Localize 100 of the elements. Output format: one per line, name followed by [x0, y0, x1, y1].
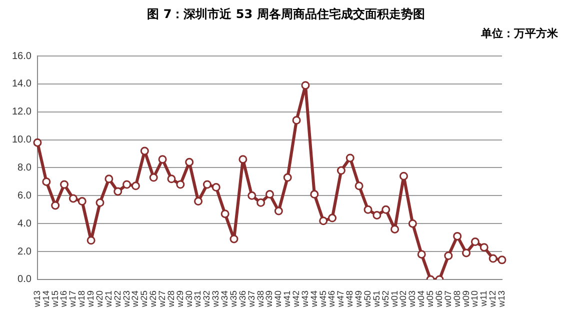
x-tick-label: w19	[86, 290, 96, 308]
point	[283, 173, 292, 182]
x-tick-label: w40	[273, 290, 284, 308]
point	[96, 198, 104, 207]
chart-subtitle: 单位：万平方米	[481, 26, 558, 41]
x-tick-label: w25	[139, 290, 150, 308]
y-tick-label: 14.0	[12, 78, 32, 90]
point	[256, 198, 266, 207]
point	[417, 250, 426, 259]
x-tick-label: w03	[407, 290, 418, 308]
x-tick-label: w21	[103, 290, 114, 308]
x-tick-label: w50	[362, 290, 372, 308]
x-tick-label: w38	[255, 290, 266, 308]
point	[292, 116, 301, 125]
point	[470, 238, 480, 246]
point	[51, 201, 60, 210]
x-tick-label: w46	[326, 290, 337, 308]
x-tick-label: w26	[148, 290, 158, 308]
x-tick-label: w35	[228, 290, 238, 308]
point	[167, 174, 176, 184]
x-tick-label: w37	[246, 290, 256, 308]
x-tick-label: w28	[166, 290, 176, 308]
point	[354, 182, 364, 190]
point	[202, 180, 212, 189]
chart-title: 图 7：深圳市近 53 周各周商品住宅成交面积走势图	[146, 6, 426, 23]
x-tick-label: w05	[425, 290, 436, 308]
point	[408, 219, 417, 228]
point	[104, 174, 114, 184]
x-tick-label: w16	[58, 290, 69, 308]
x-tick-label: w18	[76, 290, 87, 308]
point	[364, 205, 372, 214]
point	[176, 180, 185, 189]
point	[60, 180, 69, 189]
point	[301, 81, 310, 90]
point	[238, 155, 248, 164]
point	[185, 158, 194, 166]
point	[158, 155, 167, 164]
x-tick-label: w47	[336, 290, 346, 308]
x-tick-label: w34	[220, 290, 230, 308]
point	[399, 172, 408, 180]
x-tick-label: w13	[496, 290, 506, 308]
x-tick-label: w09	[460, 290, 471, 308]
x-tick-label: w51	[371, 290, 382, 308]
y-tick-label: 16.0	[12, 50, 32, 62]
x-tick-label: w07	[442, 290, 453, 308]
y-tick-label: 6.0	[18, 190, 32, 202]
x-tick-label: w52	[380, 290, 390, 308]
x-tick-label: w15	[50, 290, 60, 308]
point	[131, 182, 140, 190]
point	[498, 256, 506, 264]
x-tick-label: w45	[318, 290, 328, 308]
x-tick-label: w33	[210, 290, 221, 308]
point	[453, 232, 462, 240]
x-tick-label: w49	[354, 290, 364, 308]
y-tick-label: 12.0	[12, 106, 32, 118]
x-tick-label: w04	[416, 290, 426, 308]
point	[488, 254, 498, 263]
point	[194, 197, 203, 206]
point	[248, 191, 256, 200]
x-tick-label: w08	[452, 290, 462, 308]
x-tick-label: w13	[32, 290, 42, 308]
x-tick-label: w11	[478, 290, 489, 308]
x-tick-label: w12	[488, 290, 498, 308]
y-tick-label: 10.0	[12, 134, 32, 146]
x-tick-label: w22	[112, 290, 122, 308]
x-tick-label: w02	[398, 290, 408, 308]
x-tick-label: w30	[184, 290, 194, 308]
x-tick-label: w01	[389, 290, 400, 308]
y-tick-label: 8.0	[18, 162, 32, 174]
x-tick-label: w24	[130, 290, 140, 308]
point	[336, 166, 346, 175]
point	[42, 177, 51, 186]
x-tick-label: w10	[470, 290, 480, 308]
x-tick-label: w39	[264, 290, 274, 308]
x-tick-label: w42	[291, 290, 302, 308]
x-tick-label: w17	[68, 290, 78, 308]
point	[265, 190, 274, 199]
point	[230, 234, 238, 244]
point	[382, 205, 390, 214]
x-tick-label: w48	[344, 290, 355, 308]
point	[68, 194, 78, 203]
x-tick-label: w44	[308, 290, 319, 308]
point	[328, 214, 337, 222]
point	[212, 183, 220, 192]
point	[390, 224, 400, 234]
point	[319, 216, 328, 226]
x-tick-label: w27	[157, 290, 168, 308]
point	[346, 154, 354, 162]
point	[310, 190, 319, 199]
x-tick-label: w29	[174, 290, 185, 308]
y-tick-label: 2.0	[18, 246, 32, 258]
point	[444, 251, 453, 260]
y-tick-label: 4.0	[18, 218, 32, 230]
x-tick-label: w06	[434, 290, 444, 308]
point	[33, 138, 42, 147]
x-tick-label: w36	[237, 290, 248, 308]
y-tick-label: 0.0	[18, 274, 32, 286]
point	[274, 206, 283, 216]
point	[220, 210, 230, 218]
x-tick-label: w23	[121, 290, 132, 308]
